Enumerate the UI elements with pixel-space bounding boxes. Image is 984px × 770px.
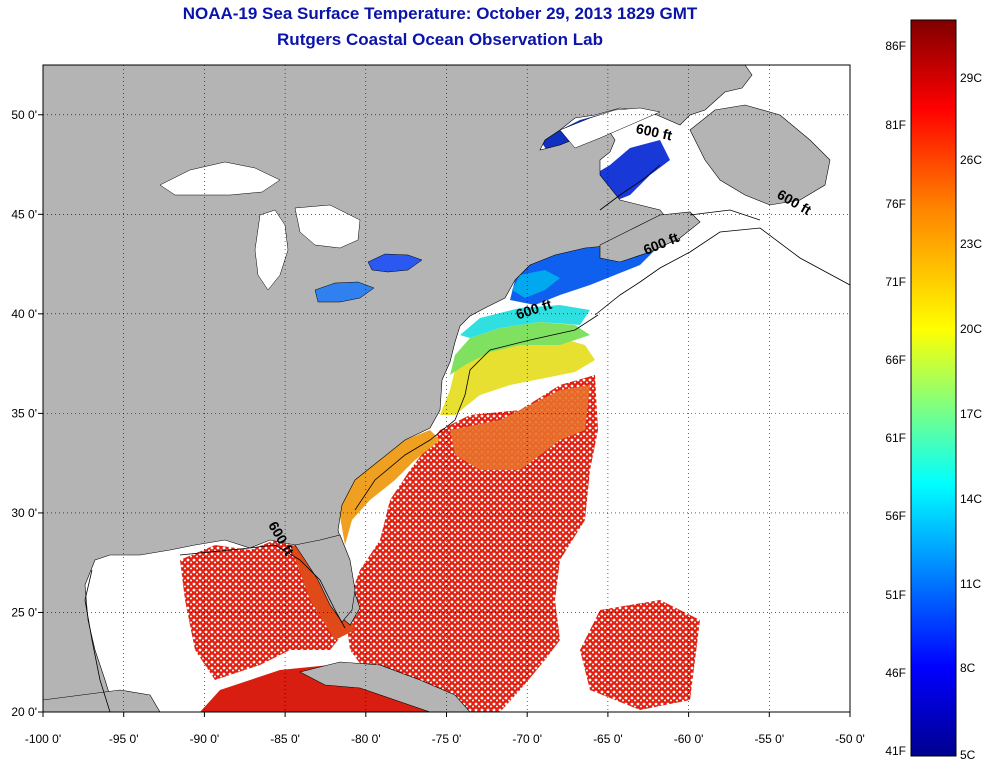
lon-tick-label: -65 0': [593, 732, 623, 746]
lon-tick-label: -90 0': [190, 732, 220, 746]
lon-tick-label: -60 0': [674, 732, 704, 746]
colorbar-f-label: 61F: [885, 431, 906, 445]
colorbar-f-label: 46F: [885, 666, 906, 680]
lon-tick-label: -50 0': [835, 732, 865, 746]
lon-tick-label: -55 0': [754, 732, 784, 746]
colorbar-gradient: [910, 19, 957, 757]
lat-tick-label: 50 0': [11, 108, 37, 122]
colorbar-f-label: 51F: [885, 588, 906, 602]
colorbar: 86F 81F 76F 71F 66F 61F 56F 51F 46F 41F 29C 26C 23C 2…: [885, 19, 982, 762]
colorbar-f-label: 56F: [885, 509, 906, 523]
lat-tick-label: 20 0': [11, 705, 37, 719]
colorbar-f-label: 66F: [885, 353, 906, 367]
colorbar-f-label: 41F: [885, 744, 906, 758]
axis-ticks: -100 0' -95 0' -90 0' -85 0' -80 0' -75 0' -70…: [11, 108, 864, 746]
colorbar-c-label: 23C: [960, 237, 982, 251]
colorbar-f-label: 71F: [885, 275, 906, 289]
lon-tick-label: -80 0': [351, 732, 381, 746]
colorbar-c-label: 8C: [960, 661, 976, 675]
lat-tick-label: 35 0': [11, 406, 37, 420]
lat-tick-label: 30 0': [11, 506, 37, 520]
lon-tick-label: -95 0': [109, 732, 139, 746]
colorbar-c-label: 20C: [960, 322, 982, 336]
lon-tick-label: -100 0': [25, 732, 61, 746]
lon-tick-label: -70 0': [512, 732, 542, 746]
lon-tick-label: -75 0': [432, 732, 462, 746]
lat-tick-label: 25 0': [11, 605, 37, 619]
colorbar-c-label: 14C: [960, 492, 982, 506]
colorbar-c-label: 11C: [960, 577, 981, 591]
colorbar-c-label: 26C: [960, 153, 982, 167]
great-lakes: [159, 107, 661, 303]
colorbar-f-label: 86F: [885, 39, 906, 53]
lat-tick-label: 40 0': [11, 307, 37, 321]
colorbar-c-label: 5C: [960, 748, 976, 762]
colorbar-c-label: 17C: [960, 407, 982, 421]
land-layer: [43, 65, 831, 712]
graticule: [43, 65, 850, 712]
map-subtitle: Rutgers Coastal Ocean Observation Lab: [277, 30, 603, 49]
colorbar-c-label: 29C: [960, 71, 982, 85]
map-title: NOAA-19 Sea Surface Temperature: October…: [182, 4, 698, 23]
lon-tick-label: -85 0': [270, 732, 300, 746]
contour-label-600ft: 600 ft: [635, 120, 674, 143]
lat-tick-label: 45 0': [11, 207, 37, 221]
colorbar-f-label: 76F: [885, 197, 906, 211]
bathymetry-contours: [84, 164, 850, 712]
colorbar-f-label: 81F: [885, 118, 906, 132]
